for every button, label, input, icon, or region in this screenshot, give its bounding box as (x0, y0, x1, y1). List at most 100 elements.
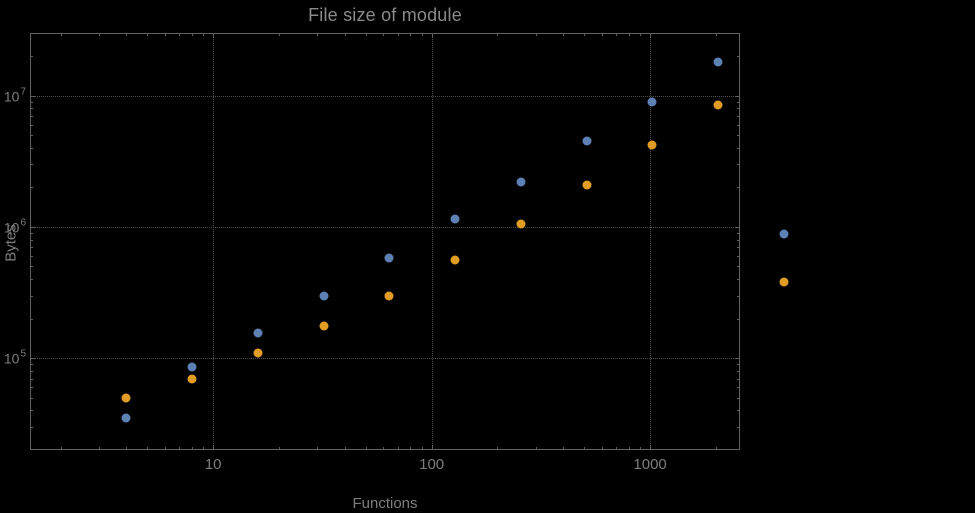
data-point-orange (187, 374, 197, 384)
y-tick (737, 279, 740, 281)
x-tick (628, 447, 630, 450)
y-tick (30, 364, 33, 366)
data-point-orange (450, 255, 460, 265)
y-tick (30, 101, 33, 103)
x-tick (179, 447, 181, 450)
y-tick (735, 95, 740, 97)
y-tick (30, 115, 33, 117)
data-point-blue (647, 97, 657, 107)
x-tick (147, 33, 149, 36)
x-tick (179, 33, 181, 36)
data-point-blue (319, 291, 329, 301)
y-tick-exponent: 5 (20, 348, 26, 360)
data-point-orange (319, 321, 329, 331)
y-tick (737, 115, 740, 117)
x-tick (410, 447, 412, 450)
x-tick (715, 447, 717, 450)
data-point-blue (121, 413, 131, 423)
y-tick (30, 256, 33, 258)
y-tick (30, 239, 33, 241)
x-tick (344, 447, 346, 450)
y-tick (30, 164, 33, 166)
data-point-orange (384, 291, 394, 301)
y-tick (30, 124, 33, 126)
y-tick-exponent: 6 (20, 217, 26, 229)
x-tick (584, 447, 586, 450)
x-tick (203, 447, 205, 450)
x-tick-label: 10 (204, 456, 222, 473)
x-tick (628, 33, 630, 36)
x-tick (192, 33, 194, 36)
x-tick (640, 447, 642, 450)
y-tick-label: 106 (0, 217, 26, 236)
y-tick (737, 266, 740, 268)
x-tick (535, 33, 537, 36)
y-tick (737, 239, 740, 241)
x-tick (397, 447, 399, 450)
x-tick (213, 33, 215, 38)
x-tick (164, 447, 166, 450)
y-tick (30, 410, 33, 412)
y-tick (30, 247, 33, 249)
y-tick (737, 370, 740, 372)
x-tick (317, 447, 319, 450)
x-tick (650, 33, 652, 38)
x-tick (278, 33, 280, 36)
x-tick (278, 447, 280, 450)
data-point-blue (187, 362, 197, 372)
y-tick (30, 318, 33, 320)
data-point-blue (450, 214, 460, 224)
y-tick (30, 397, 33, 399)
x-tick (365, 33, 367, 36)
gridline-horizontal (30, 226, 740, 228)
y-tick (737, 410, 740, 412)
x-tick (497, 447, 499, 450)
y-tick (737, 135, 740, 137)
x-tick (383, 447, 385, 450)
data-point-blue (384, 253, 394, 263)
x-tick (584, 33, 586, 36)
x-tick (164, 33, 166, 36)
x-tick (650, 445, 652, 450)
y-tick (737, 295, 740, 297)
y-tick-base: 10 (3, 87, 20, 104)
data-point-orange (516, 219, 526, 229)
y-tick-base: 10 (3, 219, 20, 236)
data-point-orange (779, 277, 789, 287)
x-tick-label: 100 (419, 456, 445, 473)
plot-frame (30, 33, 740, 450)
y-tick (737, 397, 740, 399)
y-tick (30, 226, 35, 228)
y-tick (30, 95, 35, 97)
y-tick-exponent: 7 (20, 86, 26, 98)
x-tick (640, 33, 642, 36)
x-tick (147, 447, 149, 450)
x-tick (98, 447, 100, 450)
y-tick (30, 426, 33, 428)
y-tick (737, 147, 740, 149)
gridline-vertical (213, 33, 215, 450)
gridline-horizontal (30, 358, 740, 360)
y-tick (30, 378, 33, 380)
y-tick-base: 10 (3, 350, 20, 367)
y-tick (737, 187, 740, 189)
y-tick (30, 135, 33, 137)
y-tick-label: 107 (0, 86, 26, 104)
plot-title: File size of module (308, 5, 462, 25)
y-tick (737, 247, 740, 249)
x-tick (60, 33, 62, 36)
x-tick (601, 33, 603, 36)
y-tick (737, 164, 740, 166)
x-tick (535, 447, 537, 450)
data-point-blue (713, 57, 723, 67)
y-tick (735, 358, 740, 360)
data-point-orange (253, 348, 263, 358)
y-tick (737, 56, 740, 58)
x-tick (497, 33, 499, 36)
x-tick (431, 33, 433, 38)
gridline-vertical (431, 33, 433, 450)
data-point-blue (516, 177, 526, 187)
x-tick (421, 33, 423, 36)
y-tick (737, 364, 740, 366)
